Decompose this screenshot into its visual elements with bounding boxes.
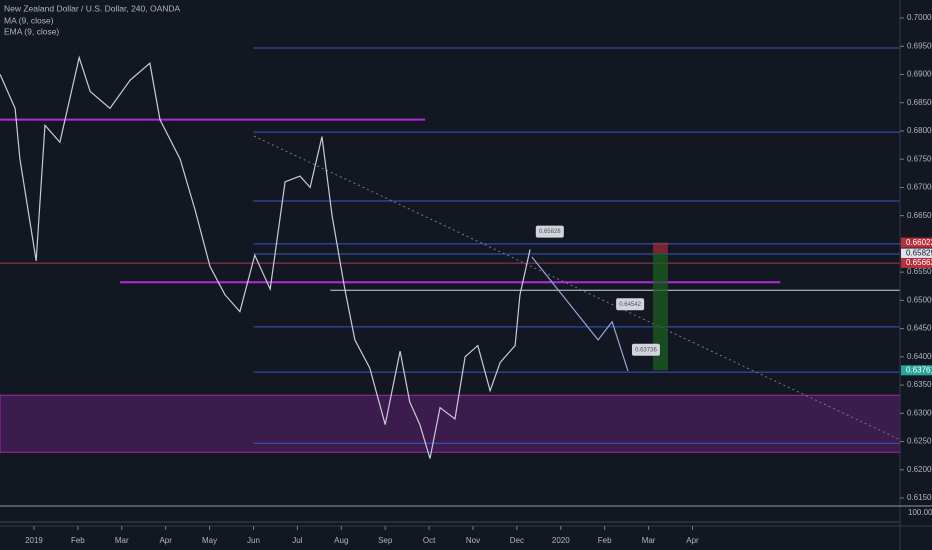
callout-box bbox=[616, 298, 645, 311]
x-tick-label: Feb bbox=[598, 536, 612, 545]
stop-zone bbox=[652, 242, 668, 254]
callout-label: 0.64542 bbox=[619, 302, 641, 308]
x-tick-label: Oct bbox=[423, 536, 436, 545]
plot-area: 0.65828 0.64542 0.63736 bbox=[0, 47, 901, 459]
x-tick-label: Apr bbox=[159, 536, 172, 545]
x-tick-label: Jun bbox=[247, 536, 260, 545]
target-zone bbox=[652, 253, 668, 371]
price-label-box bbox=[901, 365, 932, 376]
x-tick-label: Nov bbox=[466, 536, 480, 545]
symbol-title: New Zealand Dollar / U.S. Dollar, 240, O… bbox=[4, 3, 181, 13]
price-label-box bbox=[901, 237, 932, 248]
price-label: 0.65662 bbox=[906, 258, 932, 267]
price-label: 0.63761 bbox=[906, 365, 932, 374]
callout-label: 0.65828 bbox=[539, 229, 561, 235]
x-tick-label: Mar bbox=[642, 536, 656, 545]
projection-path bbox=[531, 256, 629, 372]
price-label-box bbox=[901, 248, 932, 259]
callout-box bbox=[631, 343, 660, 356]
x-tick-label: Aug bbox=[334, 536, 348, 545]
x-tick-label: Sep bbox=[378, 536, 393, 545]
callout-label: 0.63736 bbox=[635, 347, 657, 353]
y-tick-label: 0.70000 bbox=[907, 13, 932, 22]
price-label: 0.65829 bbox=[906, 249, 932, 258]
x-tick-label: Jul bbox=[292, 536, 302, 545]
price-label-box bbox=[901, 257, 932, 268]
price-line bbox=[0, 55, 531, 459]
x-tick-label: 2020 bbox=[552, 536, 570, 545]
x-tick-label: Apr bbox=[686, 536, 699, 545]
trend-line bbox=[253, 135, 901, 441]
x-tick-label: Dec bbox=[510, 536, 524, 545]
x-tick-label: May bbox=[202, 536, 217, 545]
x-tick-label: 2019 bbox=[25, 536, 43, 545]
callout-box bbox=[535, 225, 564, 238]
indicator-label: MA (9, close) bbox=[4, 15, 54, 25]
price-label: 0.66022 bbox=[906, 238, 932, 247]
x-tick-label: Feb bbox=[71, 536, 85, 545]
pane-value: 100.00 bbox=[908, 508, 932, 517]
x-tick-label: Mar bbox=[115, 536, 129, 545]
indicator-label: EMA (9, close) bbox=[4, 26, 59, 36]
